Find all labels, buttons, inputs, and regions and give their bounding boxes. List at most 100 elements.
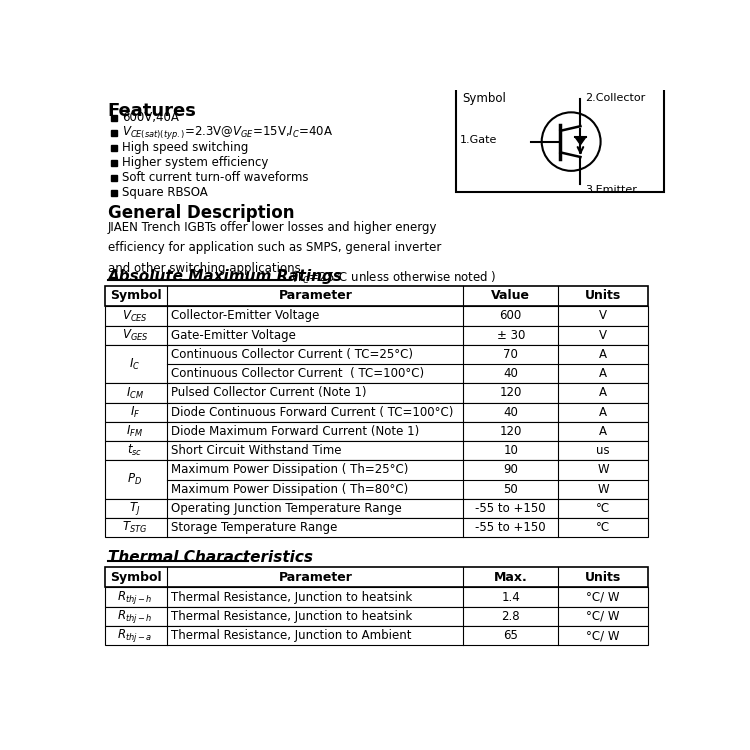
Text: $I_{F}$: $I_{F}$ — [130, 405, 140, 420]
Text: Gate-Emitter Voltage: Gate-Emitter Voltage — [171, 328, 296, 342]
Text: 120: 120 — [500, 425, 522, 438]
Text: High speed switching: High speed switching — [122, 141, 248, 154]
Text: Diode Continuous Forward Current ( TC=100°C): Diode Continuous Forward Current ( TC=10… — [171, 406, 454, 418]
Text: Max.: Max. — [494, 571, 527, 584]
Bar — [111, 190, 117, 196]
Text: $R_{th j-h}$: $R_{th j-h}$ — [117, 608, 153, 625]
Bar — [105, 286, 648, 306]
Text: 2.8: 2.8 — [502, 610, 520, 622]
Text: A: A — [599, 368, 607, 380]
Text: $T_{STG}$: $T_{STG}$ — [122, 520, 148, 536]
Text: Symbol: Symbol — [463, 92, 506, 104]
Text: $R_{th j-a}$: $R_{th j-a}$ — [117, 627, 152, 644]
Text: ± 30: ± 30 — [496, 328, 525, 342]
Bar — [105, 422, 648, 441]
Text: $I_{FM}$: $I_{FM}$ — [126, 424, 143, 439]
Text: Storage Temperature Range: Storage Temperature Range — [171, 521, 338, 534]
Text: W: W — [597, 483, 609, 496]
Text: V: V — [599, 310, 607, 322]
Bar — [105, 499, 648, 518]
Text: Collector-Emitter Voltage: Collector-Emitter Voltage — [171, 310, 320, 322]
Text: Higher system efficiency: Higher system efficiency — [122, 156, 268, 170]
Text: Value: Value — [491, 290, 530, 302]
Text: A: A — [599, 348, 607, 361]
Text: Thermal Resistance, Junction to heatsink: Thermal Resistance, Junction to heatsink — [171, 590, 413, 604]
Text: °C: °C — [596, 502, 610, 515]
Text: 2.Collector: 2.Collector — [585, 93, 645, 103]
Text: Square RBSOA: Square RBSOA — [122, 186, 208, 200]
Text: A: A — [599, 406, 607, 418]
Text: Operating Junction Temperature Range: Operating Junction Temperature Range — [171, 502, 402, 515]
Text: °C/ W: °C/ W — [586, 590, 620, 604]
Bar — [105, 518, 648, 537]
Text: °C/ W: °C/ W — [586, 610, 620, 622]
Text: Pulsed Collector Current (Note 1): Pulsed Collector Current (Note 1) — [171, 386, 367, 400]
Text: (T$_C$=25℃ unless otherwise noted ): (T$_C$=25℃ unless otherwise noted ) — [290, 269, 496, 286]
Bar — [111, 175, 117, 181]
Text: 70: 70 — [503, 348, 518, 361]
Text: Diode Maximum Forward Current (Note 1): Diode Maximum Forward Current (Note 1) — [171, 425, 419, 438]
Bar — [105, 460, 648, 499]
Text: Absolute Maximum Ratings: Absolute Maximum Ratings — [108, 268, 343, 284]
Text: Parameter: Parameter — [278, 290, 352, 302]
Text: $V_{CES}$: $V_{CES}$ — [122, 308, 148, 323]
Text: 3.Emitter: 3.Emitter — [585, 185, 637, 196]
Text: us: us — [596, 444, 610, 458]
Bar — [105, 403, 648, 422]
Text: 50: 50 — [503, 483, 518, 496]
Bar — [111, 130, 117, 136]
Text: Units: Units — [585, 290, 621, 302]
Text: Parameter: Parameter — [278, 571, 352, 584]
Text: 10: 10 — [503, 444, 518, 458]
Bar — [457, 86, 664, 192]
Text: A: A — [599, 425, 607, 438]
Text: 40: 40 — [503, 368, 518, 380]
Text: Maximum Power Dissipation ( Th=80°C): Maximum Power Dissipation ( Th=80°C) — [171, 483, 409, 496]
Text: $V_{GES}$: $V_{GES}$ — [122, 328, 148, 343]
Text: A: A — [599, 386, 607, 400]
Text: 1.Gate: 1.Gate — [460, 135, 497, 145]
Text: $V_{CE(sat)(typ.)}$=2.3V@$V_{GE}$=15V,$I_C$=40A: $V_{CE(sat)(typ.)}$=2.3V@$V_{GE}$=15V,$I… — [122, 124, 333, 141]
Text: 1.4: 1.4 — [501, 590, 520, 604]
Text: -55 to +150: -55 to +150 — [476, 502, 546, 515]
Text: 600V,40A: 600V,40A — [122, 111, 178, 125]
Text: $I_{CM}$: $I_{CM}$ — [126, 386, 144, 400]
Text: W: W — [597, 464, 609, 476]
Text: Units: Units — [585, 571, 621, 584]
Bar — [111, 160, 117, 166]
Bar — [105, 441, 648, 460]
Text: Features: Features — [108, 101, 196, 119]
Text: $P_{D}$: $P_{D}$ — [128, 472, 142, 488]
Text: 90: 90 — [503, 464, 518, 476]
Text: $T_{J}$: $T_{J}$ — [129, 500, 140, 517]
Text: -55 to +150: -55 to +150 — [476, 521, 546, 534]
Text: General Description: General Description — [108, 204, 294, 222]
Text: JIAEN Trench IGBTs offer lower losses and higher energy
efficiency for applicati: JIAEN Trench IGBTs offer lower losses an… — [108, 221, 441, 275]
Text: 40: 40 — [503, 406, 518, 418]
Bar — [111, 115, 117, 122]
Text: Thermal Characteristics: Thermal Characteristics — [108, 550, 313, 565]
Bar — [105, 587, 648, 607]
Bar — [105, 607, 648, 626]
Text: Soft current turn-off waveforms: Soft current turn-off waveforms — [122, 171, 308, 184]
Text: Continuous Collector Current ( TC=25°C): Continuous Collector Current ( TC=25°C) — [171, 348, 413, 361]
Text: $R_{th j-h}$: $R_{th j-h}$ — [117, 589, 153, 605]
Bar — [105, 626, 648, 645]
Text: Continuous Collector Current  ( TC=100°C): Continuous Collector Current ( TC=100°C) — [171, 368, 424, 380]
Text: 600: 600 — [500, 310, 522, 322]
Bar — [105, 345, 648, 383]
Text: Thermal Resistance, Junction to Ambient: Thermal Resistance, Junction to Ambient — [171, 629, 412, 642]
Text: Symbol: Symbol — [110, 290, 162, 302]
Bar — [105, 326, 648, 345]
Text: Short Circuit Withstand Time: Short Circuit Withstand Time — [171, 444, 342, 458]
Text: $I_{C}$: $I_{C}$ — [129, 356, 140, 372]
Text: Maximum Power Dissipation ( Th=25°C): Maximum Power Dissipation ( Th=25°C) — [171, 464, 409, 476]
Bar — [105, 306, 648, 326]
Text: Symbol: Symbol — [110, 571, 162, 584]
Text: $t_{sc}$: $t_{sc}$ — [128, 443, 142, 458]
Text: V: V — [599, 328, 607, 342]
Text: 65: 65 — [503, 629, 518, 642]
Text: Thermal Resistance, Junction to heatsink: Thermal Resistance, Junction to heatsink — [171, 610, 413, 622]
Polygon shape — [575, 137, 586, 145]
Bar — [105, 567, 648, 587]
